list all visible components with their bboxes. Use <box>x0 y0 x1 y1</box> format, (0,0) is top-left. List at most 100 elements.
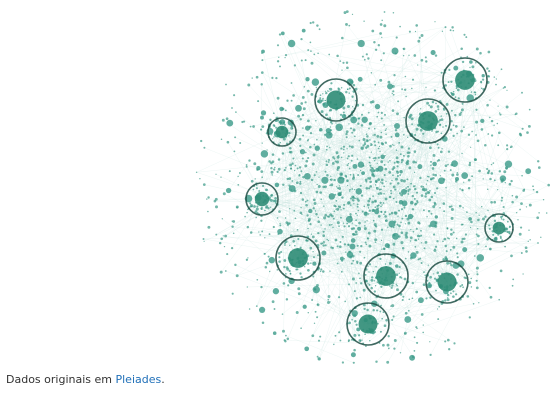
graph-node <box>309 131 313 135</box>
graph-node <box>369 164 372 167</box>
graph-node <box>373 140 376 143</box>
graph-node <box>373 280 376 282</box>
graph-node <box>383 213 385 215</box>
graph-node <box>494 236 498 240</box>
graph-node <box>402 295 405 298</box>
graph-node <box>525 206 528 208</box>
hub-ring <box>346 302 390 346</box>
graph-node <box>276 268 279 271</box>
graph-node <box>433 248 437 252</box>
graph-node <box>372 309 375 312</box>
graph-node <box>352 196 355 200</box>
graph-edge <box>347 175 436 181</box>
graph-edge <box>248 109 332 199</box>
graph-edge <box>261 198 350 252</box>
graph-node <box>401 159 404 162</box>
graph-node <box>408 54 410 56</box>
graph-node <box>401 88 403 90</box>
graph-node <box>380 188 382 190</box>
graph-node <box>386 360 390 364</box>
graph-node <box>364 333 366 336</box>
graph-node <box>319 97 322 100</box>
graph-node <box>476 139 480 143</box>
graph-node <box>411 123 413 125</box>
graph-node <box>352 173 355 176</box>
graph-edge <box>235 264 369 325</box>
graph-node <box>293 209 296 212</box>
graph-node <box>519 132 521 135</box>
graph-edge <box>403 48 496 225</box>
graph-node <box>347 201 351 205</box>
graph-node <box>423 271 425 273</box>
graph-node <box>283 265 286 269</box>
graph-edge <box>377 206 482 324</box>
graph-edge <box>255 196 353 229</box>
graph-node <box>328 223 331 227</box>
graph-node <box>290 82 293 84</box>
graph-node <box>370 286 373 290</box>
graph-node <box>355 282 358 284</box>
graph-node <box>419 257 422 260</box>
graph-node <box>322 270 325 273</box>
graph-node <box>312 261 317 266</box>
graph-edge <box>407 183 412 283</box>
graph-node <box>400 241 404 245</box>
graph-node <box>400 231 404 234</box>
graph-node <box>407 136 409 138</box>
hub-ring <box>442 57 488 103</box>
graph-node <box>502 205 505 209</box>
graph-node <box>279 65 281 68</box>
graph-node <box>381 182 384 185</box>
graph-node <box>432 173 435 176</box>
graph-edge <box>359 69 450 119</box>
graph-node <box>228 170 231 173</box>
pleiades-link[interactable]: Pleiades <box>115 373 162 386</box>
graph-edge <box>264 120 429 255</box>
graph-node <box>528 108 531 111</box>
graph-edge <box>253 79 466 187</box>
graph-edge <box>196 76 406 173</box>
graph-hubs <box>245 57 514 346</box>
graph-node <box>394 128 398 132</box>
graph-edge <box>389 86 418 203</box>
graph-node <box>476 254 485 262</box>
graph-node <box>314 310 317 313</box>
graph-node <box>499 175 507 182</box>
graph-edge <box>318 212 477 234</box>
graph-node <box>424 241 428 244</box>
graph-node <box>310 262 312 264</box>
graph-node <box>338 205 342 209</box>
graph-node <box>424 192 428 196</box>
graph-node <box>379 257 382 260</box>
graph-node <box>299 118 302 121</box>
graph-node <box>361 113 363 116</box>
graph-node <box>325 131 333 139</box>
graph-edge <box>281 131 371 146</box>
graph-node <box>379 201 382 204</box>
graph-edge <box>486 132 500 170</box>
graph-node <box>414 133 417 137</box>
graph-node <box>289 163 293 167</box>
graph-edge <box>335 99 527 208</box>
graph-node <box>323 242 325 244</box>
hub-core <box>492 221 506 235</box>
graph-node <box>238 172 241 174</box>
graph-node <box>370 278 374 282</box>
graph-edge <box>385 206 482 277</box>
graph-node <box>451 160 458 167</box>
graph-edge <box>369 79 466 158</box>
graph-edge <box>388 179 470 248</box>
graph-edge <box>280 223 290 253</box>
graph-node <box>327 298 330 301</box>
graph-edge <box>276 168 386 186</box>
graph-node <box>404 223 407 225</box>
hub-right-lower <box>425 260 469 304</box>
graph-node <box>202 238 205 240</box>
graph-edge <box>270 192 321 208</box>
graph-node <box>399 153 402 156</box>
graph-node <box>372 157 375 160</box>
graph-edge <box>284 182 464 246</box>
graph-node <box>361 103 365 107</box>
graph-node <box>447 297 449 299</box>
graph-node <box>312 256 316 259</box>
